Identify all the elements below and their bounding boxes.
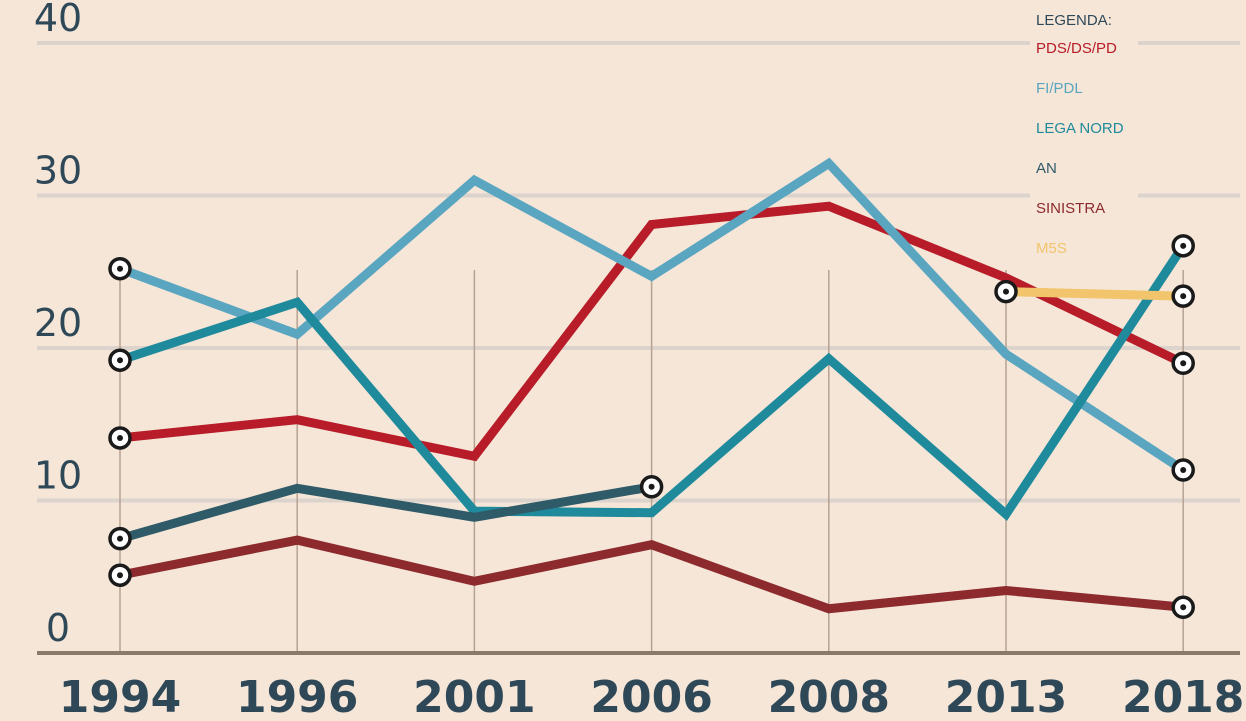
data-point-marker: [108, 348, 132, 372]
series-lines: [118, 157, 1187, 614]
legend: LEGENDA: PDS/DS/PD FI/PDL LEGA NORD AN SINIST…: [1030, 0, 1138, 268]
x-tick-label: 2018: [1122, 672, 1244, 721]
x-tick-label: 2006: [590, 672, 712, 721]
data-point-marker: [1171, 351, 1195, 375]
x-tick-label: 1996: [236, 672, 358, 721]
data-point-marker: [1171, 458, 1195, 482]
y-tick-label: 20: [34, 301, 82, 345]
data-point-marker: [108, 426, 132, 450]
legend-entry: FI/PDL: [1036, 80, 1083, 97]
legend-title: LEGENDA:: [1036, 12, 1112, 29]
legend-entry: LEGA NORD: [1036, 120, 1124, 137]
legend-entry: PDS/DS/PD: [1036, 40, 1117, 57]
legend-entry: SINISTRA: [1036, 200, 1105, 217]
data-point-marker: [108, 563, 132, 587]
x-tick-label: 2008: [768, 672, 890, 721]
data-point-marker: [1171, 234, 1195, 258]
y-axis-tick-labels: 0 10 20 30 40: [34, 0, 82, 650]
series-line-sinistra: [119, 535, 1184, 614]
data-point-marker: [1171, 595, 1195, 619]
y-tick-label: 40: [34, 0, 82, 40]
data-point-marker: [639, 475, 664, 499]
y-tick-label: 30: [34, 149, 82, 193]
series-line-m5s: [1005, 287, 1184, 301]
x-tick-label: 2013: [945, 672, 1067, 721]
x-tick-label: 1994: [59, 672, 181, 721]
data-point-marker: [108, 256, 132, 281]
series-line-an: [118, 482, 653, 543]
y-tick-label: 10: [34, 454, 82, 498]
x-axis-tick-labels: 1994 1996 2001 2006 2008 2013 2018: [59, 672, 1245, 721]
series-line-pds-ds-pd: [119, 201, 1186, 462]
series-line-lega-nord: [118, 243, 1187, 522]
x-tick-label: 2001: [413, 672, 535, 721]
data-point-marker: [1171, 284, 1195, 308]
series-line-fi-pdl: [118, 157, 1186, 474]
y-tick-label: 0: [46, 606, 70, 650]
data-point-marker: [108, 526, 132, 551]
legend-entry: AN: [1036, 160, 1057, 177]
legend-entry: M5S: [1036, 240, 1067, 257]
legend-background: [1030, 0, 1138, 268]
series-endpoint-markers: [108, 234, 1195, 619]
data-point-marker: [994, 279, 1018, 304]
